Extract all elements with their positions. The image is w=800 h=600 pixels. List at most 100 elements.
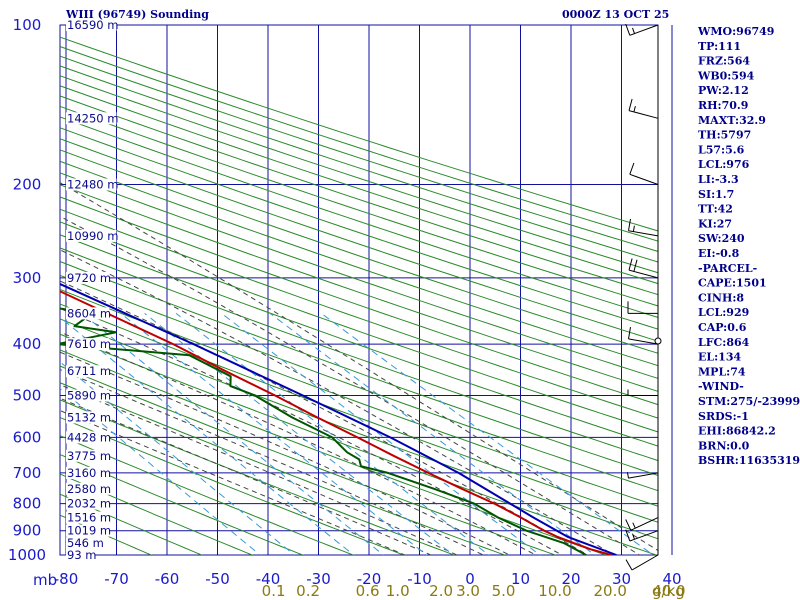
- height-label-11: 3775 m: [67, 449, 111, 463]
- height-label-bg-14: [66, 497, 110, 510]
- dry-adiabat-33: [60, 55, 658, 252]
- wind-barb-6: [627, 301, 658, 314]
- height-label-13: 2580 m: [67, 482, 111, 496]
- height-label-bg-16: [66, 524, 110, 537]
- wind-barb-0: [625, 554, 659, 571]
- height-label-bg-12: [66, 466, 110, 479]
- temperature-tick-label-0: -80: [54, 570, 79, 588]
- index-item-16: -PARCEL-: [698, 262, 757, 275]
- height-label-bg-8: [66, 389, 110, 402]
- height-label-bg-18: [66, 549, 95, 561]
- dry-adiabat-27: [60, 116, 658, 318]
- wind-barb-7: [628, 258, 659, 279]
- dry-adiabat-14: [60, 274, 658, 492]
- dry-adiabat-16: [60, 247, 658, 462]
- height-label-bg-17: [66, 537, 102, 550]
- index-item-21: LFC:864: [698, 336, 750, 349]
- temperature-trace: [60, 290, 612, 555]
- height-label-17: 546 m: [67, 536, 104, 550]
- index-item-3: WB0:594: [697, 69, 755, 82]
- pressure-tick-label-1: 200: [13, 176, 42, 194]
- moist-adiabat-5: [60, 331, 537, 555]
- height-label-bg-7: [66, 365, 110, 378]
- dry-adiabat-2: [60, 473, 254, 555]
- index-item-8: L57:5.6: [698, 143, 745, 156]
- dry-adiabat-26: [60, 127, 658, 330]
- index-item-18: CINH:8: [698, 291, 744, 304]
- index-item-2: FRZ:564: [698, 55, 750, 68]
- dry-adiabat-22: [60, 172, 658, 379]
- dry-adiabat-23: [60, 160, 658, 367]
- mixing-ratio-labels: 0.1 0.2 0.6 1.0 2.0 3.0 5.0 10.0 20.0 40.0: [262, 582, 686, 600]
- pressure-tick-label-5: 600: [13, 428, 42, 446]
- moist-adiabat-7: [60, 280, 589, 555]
- dry-adiabat-5: [60, 416, 405, 555]
- mixing-ratio-label-4: 2.0: [429, 582, 453, 600]
- mixing-ratio-lines: [60, 312, 655, 555]
- height-label-6: 7610 m: [67, 337, 111, 351]
- dry-adiabat-21: [60, 184, 658, 392]
- moist-adiabat-1: [60, 397, 433, 555]
- wind-barb-4: [627, 389, 658, 396]
- index-item-25: STM:275/-2399970: [698, 395, 800, 408]
- wind-barb-10: [628, 98, 659, 119]
- wind-barb-1: [625, 529, 659, 542]
- dry-adiabat-28: [60, 105, 658, 307]
- index-item-0: WMO:96749: [697, 25, 774, 38]
- height-label-bg-2: [66, 178, 117, 191]
- wind-barb-8: [628, 218, 659, 237]
- temperature-tick-label-8: 0: [465, 570, 475, 588]
- height-label-15: 1516 m: [67, 511, 111, 525]
- height-label-7: 6711 m: [67, 364, 111, 378]
- index-item-20: CAP:0.6: [698, 321, 747, 334]
- storm-motion-marker: [654, 337, 662, 345]
- pressure-axis-label: mb: [33, 571, 57, 589]
- height-label-5: 8604 m: [67, 306, 111, 320]
- index-item-9: LCL:976: [698, 158, 750, 171]
- height-label-bg-3: [66, 229, 117, 242]
- dry-adiabat-30: [60, 85, 658, 285]
- dry-adiabat-31: [60, 75, 658, 274]
- index-item-19: LCL:929: [698, 306, 749, 319]
- index-item-10: LI:-3.3: [698, 173, 739, 186]
- moist-adiabat-10: [60, 182, 658, 552]
- pressure-tick-label-8: 900: [13, 522, 42, 540]
- height-label-bg-1: [66, 112, 117, 125]
- dry-adiabat-7: [60, 382, 507, 555]
- dry-adiabat-32: [60, 65, 658, 263]
- wind-barb-2: [625, 517, 659, 531]
- moist-adiabat-6: [60, 307, 563, 555]
- mixing-ratio-line-5: [144, 313, 455, 555]
- index-item-7: TH:5797: [698, 129, 751, 142]
- temperature-tick-label-11: 30: [612, 570, 631, 588]
- mixing-ratio-label-5: 3.0: [456, 582, 480, 600]
- pressure-tick-label-2: 300: [13, 269, 42, 287]
- temperature-tick-label-1: -70: [104, 570, 129, 588]
- mixing-ratio-label-9: 40.0: [652, 582, 685, 600]
- moist-adiabat-8: [60, 249, 615, 555]
- dry-adiabat-25: [60, 138, 658, 342]
- height-labels: 16590 m 14250 m 12480 m 10990 m 9720 m 8604 m…: [66, 18, 118, 562]
- dry-adiabat-10: [60, 333, 658, 555]
- temperature-tick-label-3: -50: [205, 570, 230, 588]
- height-label-18: 93 m: [67, 548, 97, 562]
- dry-adiabat-4: [60, 435, 355, 555]
- dry-adiabat-19: [60, 208, 658, 419]
- sounding-time: 0000Z 13 OCT 25: [562, 8, 669, 21]
- index-item-28: BRN:0.0: [698, 439, 750, 452]
- index-item-1: TP:111: [698, 40, 741, 53]
- mixing-ratio-label-6: 5.0: [492, 582, 516, 600]
- moist-adiabat-4: [60, 351, 511, 555]
- dry-adiabat-15: [60, 260, 658, 476]
- moist-adiabat-3: [60, 368, 485, 555]
- mixing-ratio-line-9: [321, 312, 655, 555]
- index-item-12: TT:42: [698, 203, 733, 216]
- mixing-ratio-line-2: [60, 316, 355, 555]
- height-label-9: 5132 m: [67, 410, 111, 424]
- dry-adiabat-3: [60, 453, 304, 555]
- height-label-1: 14250 m: [67, 111, 118, 125]
- pressure-tick-label-4: 500: [13, 387, 42, 405]
- dry-adiabat-6: [60, 399, 456, 555]
